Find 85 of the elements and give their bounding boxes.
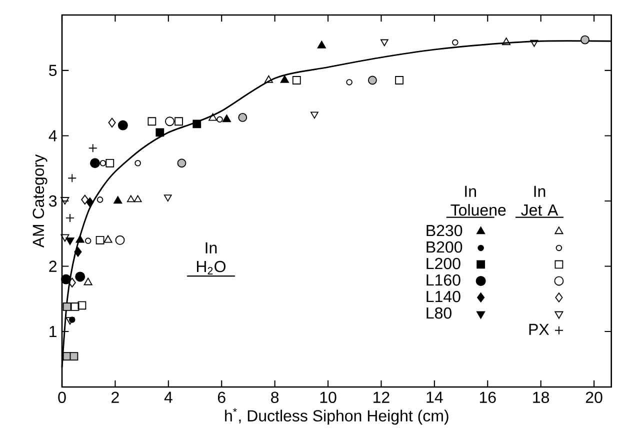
point bbox=[100, 160, 106, 166]
point bbox=[68, 174, 77, 183]
point bbox=[114, 196, 122, 204]
point bbox=[164, 194, 172, 202]
x-tick-label: 12 bbox=[374, 392, 390, 403]
point bbox=[192, 120, 202, 128]
point bbox=[208, 113, 218, 121]
point bbox=[148, 117, 156, 126]
point bbox=[134, 160, 141, 166]
point bbox=[380, 39, 388, 46]
point bbox=[368, 76, 377, 85]
point bbox=[280, 75, 289, 83]
y-tick-label: 2 bbox=[49, 260, 56, 272]
point bbox=[90, 158, 100, 168]
point bbox=[78, 301, 86, 310]
annotation: In H$_{2}$O bbox=[196, 242, 226, 274]
point bbox=[84, 238, 92, 244]
point bbox=[580, 35, 590, 44]
point bbox=[96, 236, 104, 244]
x-axis-title: h$^{*}$, Ductless Siphon Height (cm) bbox=[225, 408, 448, 425]
legend-label: L160 bbox=[426, 274, 460, 286]
point bbox=[66, 213, 74, 222]
point bbox=[108, 118, 116, 128]
point bbox=[60, 234, 70, 242]
point bbox=[74, 247, 82, 257]
point bbox=[96, 196, 104, 203]
point bbox=[115, 235, 125, 245]
point bbox=[452, 39, 458, 46]
point bbox=[346, 79, 352, 86]
point bbox=[264, 75, 273, 83]
annotation: In Jet A bbox=[521, 186, 558, 216]
x-tick-label: 14 bbox=[426, 392, 443, 403]
point bbox=[84, 278, 92, 286]
legend-label: L80 bbox=[426, 307, 452, 319]
point bbox=[60, 197, 70, 205]
point bbox=[395, 76, 404, 84]
point bbox=[66, 317, 74, 325]
point bbox=[68, 278, 76, 288]
legend-label: L140 bbox=[426, 290, 460, 302]
x-tick-label: 20 bbox=[586, 392, 602, 404]
point bbox=[118, 120, 128, 130]
x-tick-label: 18 bbox=[533, 392, 550, 404]
y-tick-label: 1 bbox=[50, 326, 57, 338]
x-tick-label: 8 bbox=[271, 392, 279, 404]
point bbox=[165, 116, 174, 126]
legend-label: PX bbox=[529, 324, 550, 335]
point bbox=[70, 352, 78, 361]
legend-label: L200 bbox=[426, 258, 460, 270]
point bbox=[81, 194, 89, 205]
point bbox=[174, 117, 183, 126]
point bbox=[76, 235, 84, 243]
point bbox=[88, 144, 98, 153]
point bbox=[310, 112, 318, 119]
point bbox=[75, 272, 86, 282]
x-tick-label: 10 bbox=[320, 392, 336, 404]
point bbox=[106, 158, 114, 168]
point bbox=[238, 112, 248, 122]
x-tick-label: 2 bbox=[112, 392, 119, 403]
point bbox=[292, 76, 301, 84]
point bbox=[216, 116, 223, 123]
point bbox=[126, 195, 135, 202]
point bbox=[66, 237, 74, 246]
y-tick-label: 5 bbox=[49, 64, 57, 76]
point bbox=[62, 302, 72, 311]
legend-label: B200 bbox=[426, 241, 462, 253]
y-tick-label: 3 bbox=[49, 195, 57, 207]
annotation: In Toluene bbox=[450, 186, 506, 216]
y-tick-label: 4 bbox=[48, 130, 57, 142]
x-tick-label: 0 bbox=[58, 392, 66, 404]
point bbox=[502, 38, 511, 46]
point bbox=[530, 40, 538, 47]
point bbox=[60, 274, 71, 284]
point bbox=[317, 40, 326, 48]
point bbox=[222, 114, 231, 122]
point bbox=[86, 197, 94, 208]
point bbox=[70, 302, 80, 311]
point bbox=[177, 158, 186, 168]
x-tick-label: 4 bbox=[164, 392, 172, 403]
point bbox=[104, 235, 112, 243]
point bbox=[134, 195, 142, 202]
legend-label: B230 bbox=[426, 224, 462, 236]
x-tick-label: 6 bbox=[218, 392, 226, 404]
point bbox=[156, 128, 164, 137]
x-tick-label: 16 bbox=[480, 392, 496, 404]
y-axis-title: AM Category bbox=[32, 154, 48, 248]
